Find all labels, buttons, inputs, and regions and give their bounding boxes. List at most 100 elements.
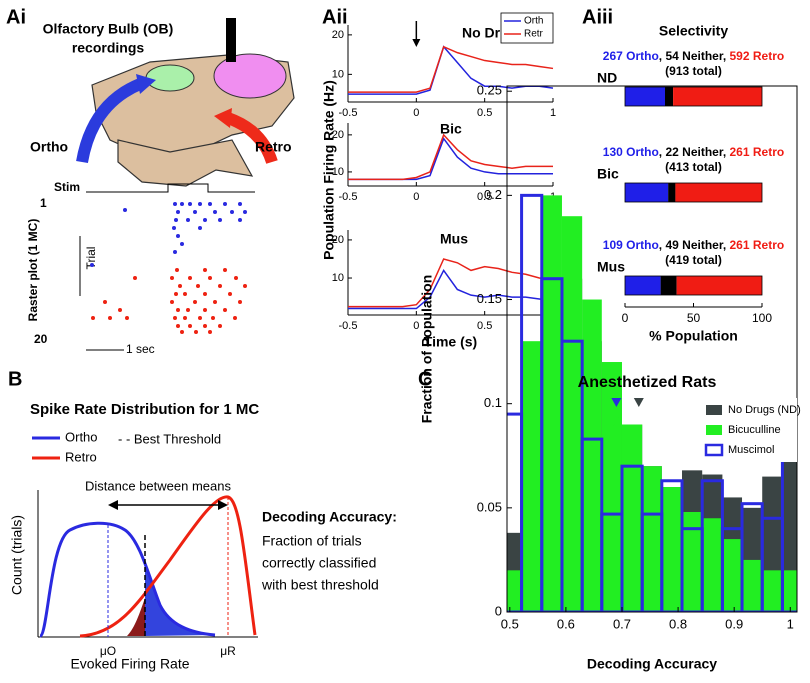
chart-title: Anesthetized Rats: [578, 374, 717, 391]
panel-label: C: [418, 368, 432, 390]
legend-label: No Drugs (ND): [728, 404, 801, 416]
spike: [198, 226, 202, 230]
accuracy-text: correctly classified: [262, 555, 376, 571]
bar-outline: [624, 275, 763, 296]
series-line: [348, 258, 554, 308]
summary-part: 109 Ortho: [603, 238, 659, 252]
spike: [238, 300, 242, 304]
spike: [176, 234, 180, 238]
summary-part: , 49 Neither,: [659, 238, 730, 252]
histogram-bar: [541, 195, 562, 612]
x-axis-label: Time (s): [424, 334, 477, 350]
mean-label: μO: [100, 644, 116, 658]
total: (419 total): [665, 253, 722, 267]
series-line: [348, 45, 554, 93]
histogram-bar: [521, 341, 542, 612]
spike: [170, 276, 174, 280]
spike: [174, 292, 178, 296]
category-label: Mus: [597, 259, 625, 275]
y-axis-label: Fraction of Population: [419, 275, 435, 424]
x-tick-label: 1: [787, 616, 794, 631]
histogram-bar: [682, 512, 703, 612]
histogram-bar: [722, 539, 743, 612]
bar-segment: [676, 276, 762, 295]
spike: [238, 218, 242, 222]
diagram-title: recordings: [72, 40, 145, 56]
histogram-bar: [601, 362, 622, 612]
summary-part: 592 Retro: [730, 49, 785, 63]
spike: [228, 292, 232, 296]
x-tick-label: 0: [413, 107, 419, 119]
spike: [186, 218, 190, 222]
axes-frame: [506, 85, 798, 613]
y-tick-label: 0: [495, 603, 502, 618]
spike: [174, 218, 178, 222]
summary: 130 Ortho, 22 Neither, 261 Retro: [603, 145, 784, 159]
spike: [91, 316, 95, 320]
spike: [230, 210, 234, 214]
accuracy-text: Fraction of trials: [262, 533, 362, 549]
spike: [233, 316, 237, 320]
y-tick-label: 0.15: [477, 291, 502, 306]
retro-curve: [79, 495, 257, 638]
legend-swatch: [706, 405, 722, 415]
total: (413 total): [665, 160, 722, 174]
legend-swatch: [706, 425, 722, 435]
summary: 267 Ortho, 54 Neither, 592 Retro: [603, 49, 784, 63]
spike: [118, 308, 122, 312]
x-axis-label: Decoding Accuracy: [587, 656, 717, 672]
panel-label: Aii: [322, 6, 348, 28]
spike: [208, 330, 212, 334]
spike: [223, 308, 227, 312]
chart-title: Mus: [440, 231, 468, 247]
histogram-bar: [621, 424, 643, 612]
mean-marker: [608, 417, 619, 426]
legend-label: - - Best Threshold: [118, 431, 221, 446]
spike: [108, 316, 112, 320]
spike: [198, 202, 202, 206]
summary-part: 261 Retro: [730, 145, 785, 159]
y-tick-label: 20: [332, 234, 344, 246]
accuracy-text: with best threshold: [261, 577, 379, 593]
spike: [243, 284, 247, 288]
x-tick-label: 0.5: [477, 191, 492, 203]
panel-label: Ai: [6, 6, 26, 28]
accuracy-title: Decoding Accuracy:: [262, 509, 397, 525]
histogram-bar: [782, 570, 797, 612]
arrowhead: [108, 500, 118, 510]
legend-label: Retro: [65, 449, 97, 464]
legend-box: [500, 12, 554, 44]
spike: [203, 268, 207, 272]
arrowhead: [136, 74, 156, 94]
legend-label: Orth: [524, 16, 543, 27]
spike: [183, 292, 187, 296]
y-tick-label: 0.2: [484, 187, 502, 202]
spike: [176, 308, 180, 312]
retro-label: Retro: [255, 139, 292, 155]
histogram-bar: [702, 518, 723, 612]
x-tick-label: 0: [413, 191, 419, 203]
bar-segment: [665, 87, 674, 106]
x-tick-label: 0: [622, 311, 629, 325]
x-tick-label: -0.5: [339, 191, 358, 203]
panel-label: Aiii: [582, 6, 613, 28]
spike: [183, 316, 187, 320]
spike: [176, 210, 180, 214]
overlap-ortho: [145, 566, 215, 636]
spike: [211, 316, 215, 320]
bars: [507, 193, 797, 612]
ortho-curve: [38, 521, 216, 638]
legend-label: Ortho: [65, 429, 98, 444]
spike: [238, 202, 242, 206]
spike: [194, 330, 198, 334]
y-axis-label: Count (trials): [9, 515, 25, 595]
x-tick-label: 0: [413, 320, 419, 332]
bar-segment: [660, 276, 677, 295]
panel-label: B: [8, 368, 22, 390]
y-tick-label: 0.05: [477, 499, 502, 514]
y-tick-label: 0.1: [484, 395, 502, 410]
diagram-title: Olfactory Bulb (OB): [43, 21, 174, 37]
bar-segment: [625, 87, 666, 106]
